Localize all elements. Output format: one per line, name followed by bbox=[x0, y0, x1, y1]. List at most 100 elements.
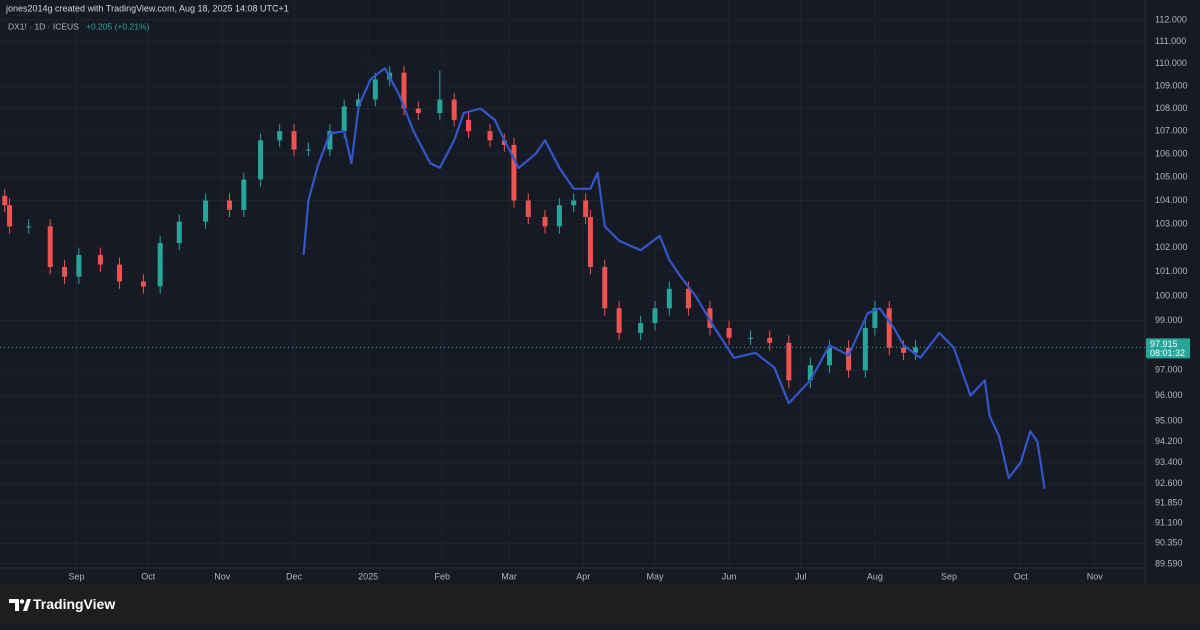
candle-body bbox=[583, 200, 589, 217]
candle-body bbox=[886, 308, 892, 348]
x-tick-label: 2025 bbox=[358, 571, 378, 581]
candle-body bbox=[786, 342, 792, 381]
candle-body bbox=[466, 119, 472, 132]
candle-body bbox=[807, 365, 813, 381]
chart-background bbox=[0, 0, 1200, 585]
y-tick-label: 96.000 bbox=[1155, 390, 1183, 400]
candle-body bbox=[652, 308, 658, 324]
candle-body bbox=[305, 149, 311, 151]
candle-body bbox=[556, 205, 562, 227]
candle-body bbox=[525, 200, 531, 217]
y-tick-label: 108.000 bbox=[1155, 103, 1188, 113]
candle-body bbox=[666, 288, 672, 309]
last-price-badge bbox=[1146, 338, 1190, 359]
y-tick-label: 90.350 bbox=[1155, 538, 1183, 548]
candle-body bbox=[638, 323, 644, 333]
y-tick-label: 94.200 bbox=[1155, 436, 1183, 446]
y-tick-label: 93.400 bbox=[1155, 457, 1183, 467]
candle-body bbox=[327, 131, 333, 150]
y-tick-label: 91.850 bbox=[1155, 498, 1183, 508]
grid bbox=[0, 0, 1145, 568]
y-tick-label: 111.000 bbox=[1155, 36, 1186, 46]
candle-body bbox=[767, 337, 773, 343]
candle-body bbox=[258, 140, 264, 180]
overlay-line bbox=[302, 67, 1046, 489]
candle-body bbox=[226, 200, 232, 210]
x-tick-label: Oct bbox=[1014, 571, 1029, 581]
candle-body bbox=[62, 267, 68, 277]
candle-body bbox=[846, 347, 852, 371]
candle-body bbox=[487, 131, 493, 141]
candle-body bbox=[47, 226, 53, 268]
candle-body bbox=[685, 288, 691, 309]
candle-body bbox=[176, 221, 182, 244]
candle-body bbox=[26, 226, 32, 228]
countdown-label: 08:01:32 bbox=[1150, 348, 1185, 358]
brand-logo bbox=[9, 599, 31, 611]
candle-body bbox=[97, 254, 103, 265]
y-tick-label: 103.000 bbox=[1155, 218, 1188, 228]
candle-body bbox=[401, 72, 407, 109]
x-tick-label: Nov bbox=[214, 571, 231, 581]
x-tick-label: Sep bbox=[941, 571, 957, 581]
y-tick-label: 104.000 bbox=[1155, 195, 1188, 205]
x-tick-label: Feb bbox=[434, 571, 450, 581]
candle-body bbox=[241, 179, 247, 210]
y-tick-label: 91.100 bbox=[1155, 518, 1183, 528]
x-tick-label: May bbox=[646, 571, 664, 581]
candle-body bbox=[7, 205, 13, 227]
candle-body bbox=[571, 200, 577, 206]
last-price-label: 97.915 bbox=[1150, 339, 1178, 349]
candle-body bbox=[542, 216, 548, 227]
brand-name[interactable]: TradingView bbox=[33, 596, 115, 612]
y-tick-label: 107.000 bbox=[1155, 126, 1188, 136]
x-tick-label: Mar bbox=[501, 571, 517, 581]
change-legend: +0.205 (+0.21%) bbox=[86, 21, 149, 31]
y-tick-label: 112.000 bbox=[1155, 14, 1187, 24]
candle-body bbox=[511, 144, 517, 201]
x-tick-label: Jul bbox=[795, 571, 807, 581]
y-tick-label: 92.600 bbox=[1155, 478, 1183, 488]
candle-body bbox=[140, 281, 146, 287]
candle-body bbox=[587, 216, 593, 268]
x-tick-label: Jun bbox=[722, 571, 737, 581]
candle-body bbox=[437, 99, 443, 114]
candle-body bbox=[341, 106, 347, 132]
candle-body bbox=[748, 337, 754, 339]
candle-body bbox=[862, 327, 868, 371]
x-tick-label: Nov bbox=[1087, 571, 1104, 581]
candle-body bbox=[901, 347, 907, 353]
y-tick-label: 99.000 bbox=[1155, 315, 1183, 325]
y-tick-label: 110.000 bbox=[1155, 58, 1187, 68]
candle-body bbox=[372, 79, 378, 100]
x-tick-label: Aug bbox=[867, 571, 883, 581]
candle-body bbox=[2, 195, 8, 206]
header-text: jones2014g created with TradingView.com,… bbox=[5, 3, 289, 13]
candle-body bbox=[726, 327, 732, 338]
candle-body bbox=[451, 99, 457, 120]
y-tick-label: 106.000 bbox=[1155, 148, 1188, 158]
plot bbox=[0, 66, 1145, 489]
x-tick-label: Sep bbox=[68, 571, 84, 581]
candle-body bbox=[826, 347, 832, 366]
y-tick-label: 95.000 bbox=[1155, 415, 1183, 425]
candle-body bbox=[291, 131, 297, 150]
candle-body bbox=[203, 200, 209, 222]
y-tick-label: 102.000 bbox=[1155, 242, 1188, 252]
y-tick-label: 105.000 bbox=[1155, 172, 1188, 182]
y-tick-label: 109.000 bbox=[1155, 80, 1188, 90]
x-tick-label: Dec bbox=[286, 571, 303, 581]
y-tick-label: 89.590 bbox=[1155, 558, 1183, 568]
y-tick-label: 100.000 bbox=[1155, 290, 1188, 300]
candle-body bbox=[415, 108, 421, 114]
x-tick-label: Apr bbox=[576, 571, 590, 581]
x-tick-label: Oct bbox=[141, 571, 156, 581]
y-tick-label: 101.000 bbox=[1155, 266, 1188, 276]
axes: 112.000 111.000 110.000 109.000 108.000 107.0… bbox=[68, 14, 1190, 581]
footer bbox=[0, 585, 1200, 625]
candle-body bbox=[157, 243, 163, 287]
candle-body bbox=[277, 131, 283, 141]
candle-body bbox=[616, 308, 622, 333]
candle-body bbox=[117, 264, 123, 282]
